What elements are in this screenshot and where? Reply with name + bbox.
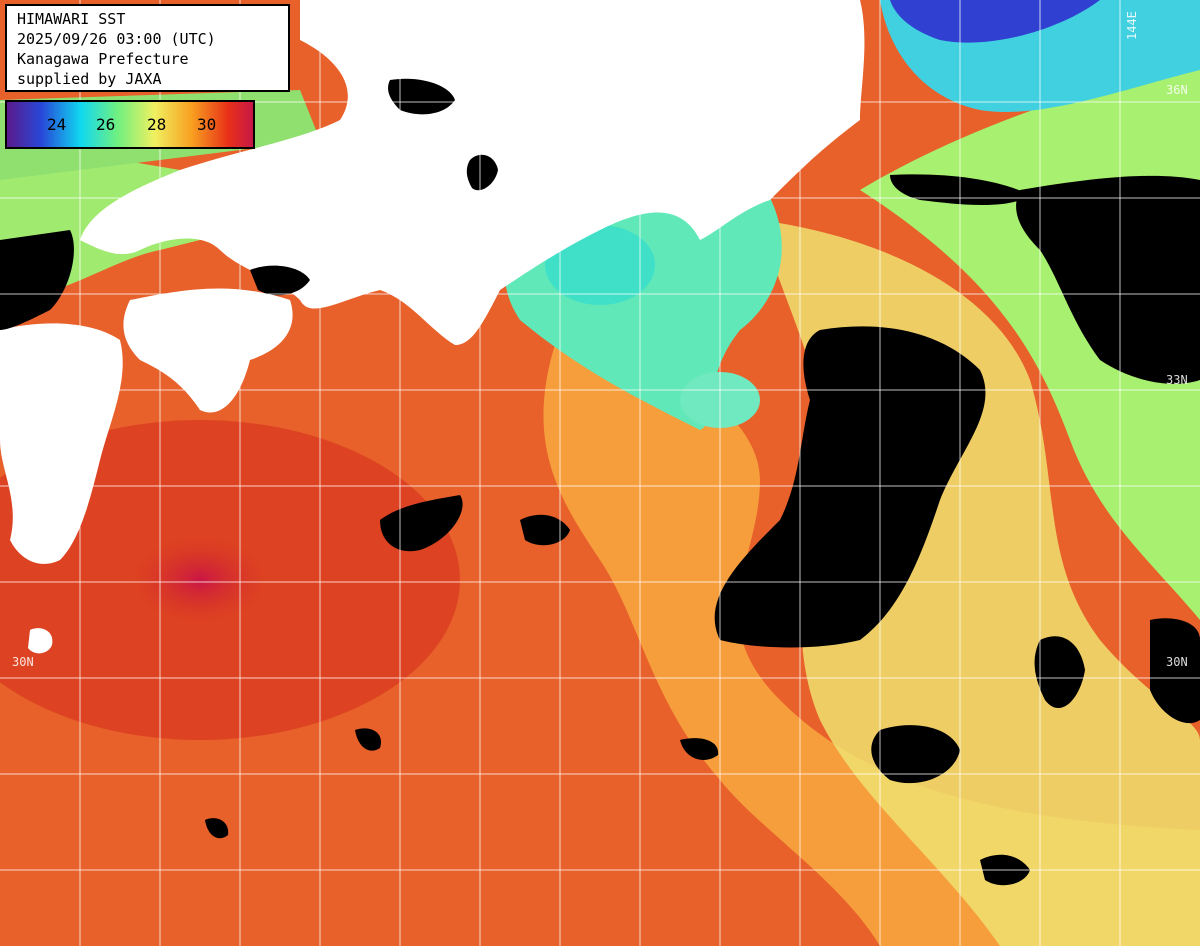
legend-tick-28: 28	[147, 115, 167, 134]
cloud-tip	[466, 154, 498, 191]
sea-coldest-corner	[890, 0, 1100, 43]
sea-mild-band	[543, 330, 1200, 946]
lat-label-33n: 33N	[1166, 373, 1188, 387]
info-box: HIMAWARI SST 2025/09/26 03:00 (UTC) Kana…	[5, 4, 290, 92]
lon-label-140e: 140E	[486, 1, 500, 30]
cloud-small-2	[355, 728, 381, 751]
cloud-masks	[0, 78, 1200, 886]
cloud-japan-north	[388, 78, 455, 115]
legend-tick-24: 24	[47, 115, 67, 134]
sea-cyan-eddy	[545, 225, 655, 305]
cloud-mid	[899, 339, 971, 423]
cloud-west-1	[0, 230, 74, 330]
cloud-far-se	[1150, 618, 1200, 724]
lat-label-30n-east: 30N	[1166, 655, 1188, 669]
cloud-shikoku-n	[250, 265, 310, 296]
legend-tick-26: 26	[96, 115, 116, 134]
cloud-east	[1016, 175, 1200, 384]
cloud-south-east	[1034, 636, 1085, 709]
cloud-small-1	[205, 818, 229, 839]
temperature-legend: 24 26 28 30	[5, 100, 255, 149]
cloud-south-2	[680, 738, 719, 760]
cloud-mid-2	[520, 514, 570, 546]
region-label: Kanagawa Prefecture	[17, 50, 189, 68]
cloud-west-2	[380, 495, 463, 552]
cloud-south-1	[871, 725, 960, 784]
lon-label-144e: 144E	[1125, 11, 1139, 40]
legend-gradient	[7, 102, 253, 147]
lat-label-36n: 36N	[1166, 83, 1188, 97]
product-title: HIMAWARI SST	[17, 10, 126, 28]
land-kii	[398, 236, 446, 284]
credit-label: supplied by JAXA	[17, 70, 162, 88]
timestamp: 2025/09/26 03:00 (UTC)	[17, 30, 216, 48]
land-shikoku	[123, 288, 293, 413]
sea-hotspot	[130, 535, 270, 625]
land-island-sw	[28, 628, 53, 654]
lat-label-30n: 30N	[12, 655, 34, 669]
land-kyushu	[0, 323, 123, 564]
legend-tick-30: 30	[197, 115, 217, 134]
